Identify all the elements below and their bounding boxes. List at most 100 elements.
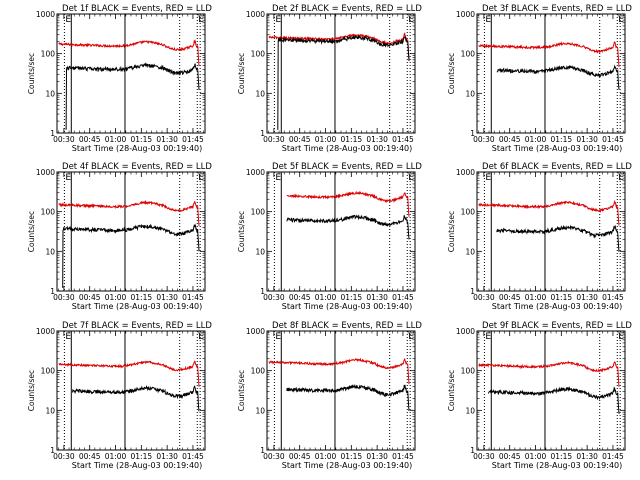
y-tick-label: 100	[41, 50, 56, 59]
flag-label: E	[65, 332, 71, 342]
x-axis-label: Start Time (28-Aug-03 00:19:40)	[282, 302, 413, 311]
y-axis-label: Counts/sec	[447, 370, 456, 411]
plot-panel: Det 2f BLACK = Events, RED = LLD 1 10 100 10…	[237, 4, 422, 153]
y-tick-label: 1	[470, 129, 475, 138]
y-axis-label: Counts/sec	[237, 370, 246, 411]
x-tick-label: 01:15	[131, 293, 153, 302]
panel-title: Det 8f BLACK = Events, RED = LLD	[272, 321, 422, 331]
x-tick-label: 01:15	[551, 293, 573, 302]
flag-label: E	[275, 15, 281, 25]
x-tick-label: 01:00	[525, 452, 547, 461]
x-tick-label: 01:00	[525, 293, 547, 302]
x-tick-label: 00:30	[263, 293, 285, 302]
x-axis-label: Start Time (28-Aug-03 00:19:40)	[282, 144, 413, 153]
x-axis-label: Start Time (28-Aug-03 00:19:40)	[492, 302, 623, 311]
flag-label: E	[485, 173, 491, 183]
plot-frame	[266, 171, 416, 292]
flag-label: E	[198, 332, 204, 342]
y-axis-label: Counts/sec	[447, 53, 456, 94]
panel-title: Det 5f BLACK = Events, RED = LLD	[272, 162, 422, 172]
panel-title: Det 9f BLACK = Events, RED = LLD	[482, 321, 632, 331]
series-events	[65, 61, 200, 130]
y-axis-label: Counts/sec	[27, 53, 36, 94]
series-events	[62, 223, 200, 288]
x-tick-label: 00:45	[289, 452, 311, 461]
x-tick-label: 01:30	[156, 293, 178, 302]
flag-label: E	[275, 173, 281, 183]
x-tick-label: 01:15	[341, 452, 363, 461]
x-tick-label: 00:45	[79, 452, 101, 461]
x-tick-label: 01:30	[366, 293, 388, 302]
x-tick-label: 01:00	[315, 452, 337, 461]
y-tick-label: 100	[461, 50, 476, 59]
series-events	[286, 383, 410, 412]
plot-panel: Det 8f BLACK = Events, RED = LLD 1 10 100 10…	[237, 321, 422, 470]
x-tick-label: 01:45	[182, 135, 204, 144]
flag-label: E	[408, 173, 414, 183]
y-tick-label: 10	[255, 89, 265, 98]
x-tick-label: 00:30	[53, 293, 75, 302]
x-tick-label: 01:45	[602, 452, 624, 461]
panel-title: Det 3f BLACK = Events, RED = LLD	[482, 4, 632, 14]
y-tick-label: 1	[50, 287, 55, 296]
y-tick-label: 1	[260, 287, 265, 296]
series-lld	[268, 357, 410, 385]
series-lld	[478, 199, 620, 226]
x-tick-label: 01:00	[105, 452, 127, 461]
flag-label: E	[65, 15, 71, 25]
y-axis-label: Counts/sec	[237, 53, 246, 94]
x-tick-label: 01:45	[392, 452, 414, 461]
x-tick-label: 00:45	[289, 135, 311, 144]
flag-label: E	[65, 173, 71, 183]
y-axis-label: Counts/sec	[27, 211, 36, 252]
y-tick-label: 10	[255, 247, 265, 256]
x-tick-label: 00:45	[79, 135, 101, 144]
x-tick-label: 00:30	[263, 452, 285, 461]
x-axis-label: Start Time (28-Aug-03 00:19:40)	[492, 144, 623, 153]
plot-frame	[266, 13, 416, 134]
y-axis-label: Counts/sec	[447, 211, 456, 252]
x-axis-label: Start Time (28-Aug-03 00:19:40)	[72, 302, 203, 311]
x-tick-label: 01:15	[551, 135, 573, 144]
series-events	[487, 386, 620, 414]
x-tick-label: 01:00	[315, 135, 337, 144]
flag-label: E	[408, 15, 414, 25]
flag-label: E	[408, 332, 414, 342]
y-tick-label: 1	[260, 446, 265, 455]
x-tick-label: 01:00	[105, 135, 127, 144]
y-tick-label: 1	[260, 129, 265, 138]
x-tick-label: 00:30	[263, 135, 285, 144]
y-tick-label: 10	[45, 406, 55, 415]
series-events	[72, 384, 200, 412]
y-tick-label: 1000	[36, 10, 55, 19]
x-tick-label: 01:45	[182, 452, 204, 461]
plot-panel: Det 5f BLACK = Events, RED = LLD 1 10 100 10…	[237, 162, 422, 311]
x-tick-label: 01:15	[131, 135, 153, 144]
panel-title: Det 2f BLACK = Events, RED = LLD	[272, 4, 422, 14]
x-tick-label: 01:45	[602, 293, 624, 302]
x-tick-label: 01:15	[551, 452, 573, 461]
y-tick-label: 1000	[36, 168, 55, 177]
panel-title: Det 7f BLACK = Events, RED = LLD	[62, 321, 212, 331]
y-tick-label: 10	[465, 406, 475, 415]
series-lld	[58, 360, 200, 387]
y-tick-label: 1	[50, 446, 55, 455]
y-tick-label: 1	[470, 446, 475, 455]
x-tick-label: 01:00	[525, 135, 547, 144]
y-tick-label: 100	[41, 208, 56, 217]
x-tick-label: 00:30	[473, 135, 495, 144]
x-tick-label: 00:30	[53, 452, 75, 461]
y-tick-label: 1000	[246, 168, 265, 177]
series-events	[277, 34, 410, 130]
plot-panel: Det 6f BLACK = Events, RED = LLD 1 10 100 10…	[447, 162, 632, 311]
series-lld	[286, 190, 410, 217]
y-tick-label: 10	[45, 89, 55, 98]
series-lld	[58, 199, 200, 227]
x-tick-label: 01:00	[315, 293, 337, 302]
y-tick-label: 100	[41, 367, 56, 376]
x-tick-label: 00:45	[289, 293, 311, 302]
x-tick-label: 01:30	[366, 135, 388, 144]
plot-panel: Det 7f BLACK = Events, RED = LLD 1 10 100 10…	[27, 321, 212, 470]
x-tick-label: 01:30	[576, 452, 598, 461]
flag-label: E	[198, 173, 204, 183]
